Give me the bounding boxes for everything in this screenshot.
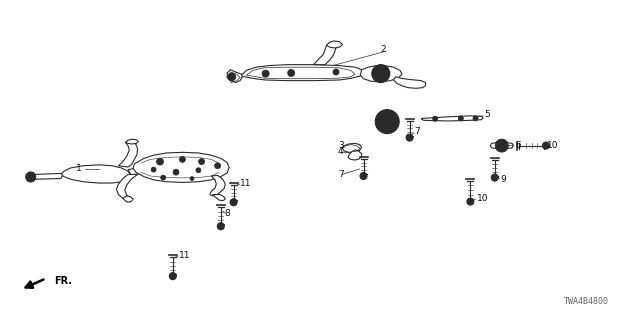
Circle shape bbox=[190, 177, 194, 180]
Circle shape bbox=[196, 168, 201, 173]
Circle shape bbox=[379, 72, 383, 76]
Circle shape bbox=[26, 172, 36, 182]
Circle shape bbox=[375, 109, 399, 134]
Text: 5: 5 bbox=[484, 110, 490, 119]
Text: 9: 9 bbox=[500, 175, 506, 184]
Text: 2: 2 bbox=[381, 45, 387, 54]
Polygon shape bbox=[314, 44, 336, 65]
Text: 7: 7 bbox=[338, 170, 344, 179]
Circle shape bbox=[198, 159, 205, 164]
Polygon shape bbox=[125, 139, 138, 144]
Polygon shape bbox=[490, 142, 513, 149]
Circle shape bbox=[543, 142, 549, 149]
Polygon shape bbox=[210, 175, 225, 196]
Polygon shape bbox=[227, 70, 242, 83]
Circle shape bbox=[380, 115, 394, 129]
Polygon shape bbox=[360, 66, 402, 82]
Text: 11: 11 bbox=[179, 251, 191, 260]
Polygon shape bbox=[128, 163, 189, 175]
Circle shape bbox=[179, 156, 186, 162]
Circle shape bbox=[214, 163, 221, 169]
Polygon shape bbox=[212, 195, 225, 201]
Circle shape bbox=[360, 172, 367, 180]
Polygon shape bbox=[246, 67, 355, 79]
Polygon shape bbox=[123, 196, 133, 202]
Circle shape bbox=[151, 167, 156, 172]
Circle shape bbox=[230, 199, 237, 206]
Text: 11: 11 bbox=[240, 179, 252, 188]
Circle shape bbox=[458, 116, 463, 121]
Circle shape bbox=[473, 116, 478, 121]
Circle shape bbox=[406, 134, 413, 141]
Circle shape bbox=[333, 69, 339, 75]
Text: 7: 7 bbox=[414, 127, 420, 136]
Circle shape bbox=[492, 174, 498, 181]
Circle shape bbox=[288, 69, 294, 76]
Circle shape bbox=[218, 223, 224, 230]
Text: 6: 6 bbox=[515, 141, 521, 150]
Polygon shape bbox=[240, 65, 364, 81]
Circle shape bbox=[173, 169, 179, 175]
Circle shape bbox=[376, 68, 386, 79]
Text: 8: 8 bbox=[224, 209, 230, 218]
Polygon shape bbox=[394, 77, 426, 88]
Text: 4: 4 bbox=[338, 147, 344, 156]
Polygon shape bbox=[118, 141, 138, 167]
Circle shape bbox=[467, 198, 474, 205]
Polygon shape bbox=[421, 116, 483, 121]
Text: 10: 10 bbox=[547, 141, 559, 150]
Text: 1: 1 bbox=[76, 164, 81, 173]
Circle shape bbox=[170, 273, 176, 280]
Text: TWA4B4800: TWA4B4800 bbox=[564, 297, 609, 306]
Text: 10: 10 bbox=[477, 194, 488, 203]
Circle shape bbox=[228, 73, 236, 81]
Polygon shape bbox=[326, 41, 342, 48]
Polygon shape bbox=[116, 174, 138, 200]
Polygon shape bbox=[133, 152, 229, 182]
Polygon shape bbox=[61, 165, 131, 183]
Circle shape bbox=[262, 70, 269, 77]
Circle shape bbox=[157, 158, 163, 165]
Circle shape bbox=[495, 139, 508, 152]
Polygon shape bbox=[342, 143, 362, 152]
Circle shape bbox=[384, 119, 390, 124]
Circle shape bbox=[499, 143, 505, 148]
Circle shape bbox=[372, 65, 390, 83]
Polygon shape bbox=[348, 150, 362, 160]
Circle shape bbox=[433, 116, 438, 121]
Circle shape bbox=[28, 174, 33, 180]
Text: FR.: FR. bbox=[54, 276, 72, 286]
Circle shape bbox=[161, 175, 166, 180]
Text: 3: 3 bbox=[338, 141, 344, 150]
Polygon shape bbox=[29, 173, 63, 179]
